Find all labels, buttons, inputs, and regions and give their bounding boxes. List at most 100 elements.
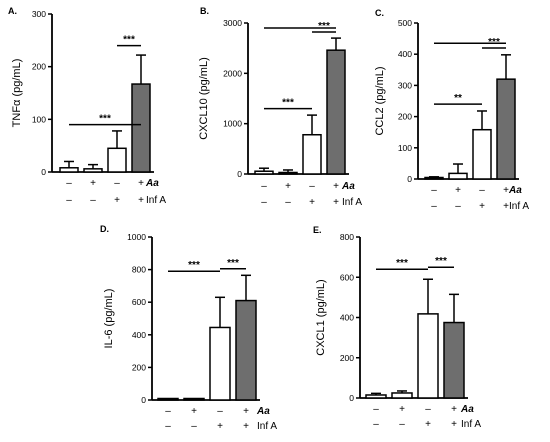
bar bbox=[496, 78, 516, 180]
condition-mark: + bbox=[138, 195, 144, 206]
bar bbox=[472, 128, 492, 180]
bar bbox=[278, 171, 298, 175]
condition-mark: – bbox=[165, 406, 171, 417]
y-axis-label: CCL2 (pg/mL) bbox=[374, 66, 386, 135]
bar bbox=[235, 299, 257, 401]
condition-mark: – bbox=[479, 185, 485, 196]
condition-label-aa: Aa bbox=[256, 406, 270, 417]
y-tick-label: 800 bbox=[132, 265, 146, 275]
condition-mark: – bbox=[114, 178, 120, 189]
condition-mark: + bbox=[425, 419, 431, 430]
bar bbox=[302, 133, 322, 175]
y-tick-label: 100 bbox=[398, 143, 412, 153]
condition-mark: – bbox=[191, 421, 197, 432]
y-tick-label: 200 bbox=[32, 62, 46, 72]
condition-mark: + bbox=[309, 197, 315, 208]
condition-mark: – bbox=[431, 185, 437, 196]
y-tick-label: 200 bbox=[398, 112, 412, 122]
condition-mark: – bbox=[431, 201, 437, 212]
significance-label: *** bbox=[396, 258, 408, 269]
condition-mark: – bbox=[66, 195, 72, 206]
condition-mark: – bbox=[261, 181, 267, 192]
bar bbox=[131, 83, 151, 173]
condition-label-infa: Inf A bbox=[509, 201, 529, 212]
condition-mark: – bbox=[455, 201, 461, 212]
condition-mark: + bbox=[479, 201, 485, 212]
y-tick-label: 400 bbox=[398, 49, 412, 59]
y-tick-label: 1000 bbox=[127, 232, 146, 242]
condition-label-aa: Aa bbox=[341, 181, 355, 192]
condition-mark: + bbox=[191, 406, 197, 417]
condition-label-aa: Aa bbox=[460, 404, 474, 415]
panel-letter: D. bbox=[100, 224, 109, 234]
bar bbox=[448, 172, 468, 180]
y-tick-label: 200 bbox=[340, 353, 354, 363]
condition-mark: + bbox=[451, 419, 457, 430]
condition-mark: – bbox=[285, 197, 291, 208]
condition-label-infa: Inf A bbox=[146, 195, 166, 206]
condition-mark: + bbox=[114, 195, 120, 206]
y-tick-label: 300 bbox=[32, 9, 46, 19]
y-tick-label: 1000 bbox=[223, 119, 242, 129]
y-tick-label: 600 bbox=[132, 297, 146, 307]
condition-mark: + bbox=[333, 197, 339, 208]
y-tick-label: 0 bbox=[41, 167, 46, 177]
condition-mark: + bbox=[138, 178, 144, 189]
condition-mark: – bbox=[90, 195, 96, 206]
significance-label: ** bbox=[454, 93, 462, 104]
condition-mark: – bbox=[373, 419, 379, 430]
panel-letter: B. bbox=[200, 6, 209, 16]
chart-panel-d: D. IL-6 (pg/mL) 0 200 400 600 800 1000 *** *** – + –… bbox=[100, 224, 277, 432]
condition-mark: – bbox=[425, 404, 431, 415]
significance-label: *** bbox=[227, 258, 239, 269]
bar bbox=[326, 49, 346, 175]
condition-mark: + bbox=[243, 406, 249, 417]
bar bbox=[254, 170, 274, 175]
condition-mark: + bbox=[217, 421, 223, 432]
condition-label-aa: Aa bbox=[508, 185, 522, 196]
bar bbox=[417, 313, 439, 399]
y-tick-label: 100 bbox=[32, 114, 46, 124]
bar bbox=[424, 176, 444, 180]
condition-label-aa: Aa bbox=[145, 178, 159, 189]
y-axis-label: CXCL10 (pg/mL) bbox=[198, 57, 210, 140]
condition-mark: + bbox=[243, 421, 249, 432]
y-tick-label: 0 bbox=[141, 395, 146, 405]
condition-mark: + bbox=[503, 201, 509, 212]
y-tick-label: 600 bbox=[340, 272, 354, 282]
y-tick-label: 300 bbox=[398, 80, 412, 90]
y-tick-label: 3000 bbox=[223, 18, 242, 28]
condition-mark: – bbox=[165, 421, 171, 432]
significance-label: *** bbox=[99, 114, 111, 125]
condition-mark: + bbox=[90, 178, 96, 189]
y-tick-label: 400 bbox=[132, 330, 146, 340]
significance-label: *** bbox=[282, 98, 294, 109]
condition-mark: + bbox=[399, 404, 405, 415]
y-tick-label: 200 bbox=[132, 362, 146, 372]
y-axis-label: CXCL1 (pg/mL) bbox=[315, 279, 327, 355]
significance-label: *** bbox=[188, 260, 200, 271]
y-tick-label: 0 bbox=[237, 169, 242, 179]
condition-mark: + bbox=[503, 185, 509, 196]
y-tick-label: 500 bbox=[398, 18, 412, 28]
condition-label-infa: Inf A bbox=[461, 419, 481, 430]
panel-letter: A. bbox=[8, 6, 17, 16]
bar bbox=[83, 168, 103, 173]
y-tick-label: 2000 bbox=[223, 68, 242, 78]
significance-label: *** bbox=[488, 37, 500, 48]
condition-mark: – bbox=[217, 406, 223, 417]
y-axis-label: IL-6 (pg/mL) bbox=[103, 289, 115, 349]
condition-mark: – bbox=[309, 181, 315, 192]
bar bbox=[443, 321, 465, 399]
bar bbox=[365, 394, 387, 399]
significance-label: *** bbox=[318, 21, 330, 32]
condition-mark: – bbox=[399, 419, 405, 430]
condition-mark: + bbox=[333, 181, 339, 192]
condition-label-infa: Inf A bbox=[257, 421, 277, 432]
condition-mark: – bbox=[373, 404, 379, 415]
y-tick-label: 0 bbox=[407, 174, 412, 184]
bar bbox=[59, 167, 79, 173]
